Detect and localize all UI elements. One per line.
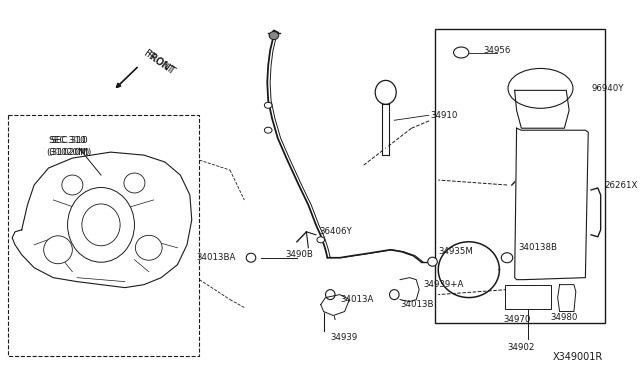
Bar [505,285,551,308]
Ellipse shape [62,175,83,195]
Text: 34956: 34956 [483,46,511,55]
Bar [435,29,605,324]
Bar [8,115,200,356]
Ellipse shape [326,290,335,299]
Ellipse shape [82,204,120,246]
Text: FRONT: FRONT [142,48,177,77]
Text: 26261X: 26261X [605,180,638,189]
Text: 34980: 34980 [550,313,578,322]
Ellipse shape [68,187,134,262]
Text: (31020M): (31020M) [47,148,90,157]
Text: X349001R: X349001R [552,352,603,362]
Text: 34939: 34939 [330,333,358,342]
Ellipse shape [375,80,396,104]
Text: 34935M: 34935M [438,247,473,256]
Ellipse shape [454,47,469,58]
Polygon shape [12,152,192,288]
Text: SEC.310: SEC.310 [51,136,88,145]
Text: 34910: 34910 [431,111,458,120]
Text: 34939+A: 34939+A [423,280,463,289]
Text: 3490B: 3490B [285,250,313,259]
Polygon shape [557,285,576,311]
Text: SEC.310: SEC.310 [49,136,86,145]
Ellipse shape [501,253,513,263]
Text: 36406Y: 36406Y [320,227,353,236]
Ellipse shape [264,127,272,133]
Text: 34902: 34902 [508,343,535,352]
Ellipse shape [264,102,272,108]
Polygon shape [400,278,419,302]
Ellipse shape [269,32,278,39]
Polygon shape [515,90,569,128]
Ellipse shape [44,236,72,264]
Polygon shape [321,295,349,315]
Ellipse shape [317,237,324,243]
Text: 34970: 34970 [503,315,531,324]
Polygon shape [382,104,388,155]
Ellipse shape [428,257,437,266]
Ellipse shape [508,68,573,108]
Text: 34013A: 34013A [341,295,374,304]
Text: 96940Y: 96940Y [591,84,623,93]
Ellipse shape [136,235,162,260]
Ellipse shape [390,290,399,299]
Ellipse shape [124,173,145,193]
Text: 340138B: 340138B [518,243,557,252]
Text: FRONT: FRONT [144,50,174,75]
Text: 34013B: 34013B [400,300,433,309]
Text: (31020M): (31020M) [49,148,92,157]
Text: 34013BA: 34013BA [196,253,236,262]
Ellipse shape [246,253,256,262]
Polygon shape [515,128,588,280]
